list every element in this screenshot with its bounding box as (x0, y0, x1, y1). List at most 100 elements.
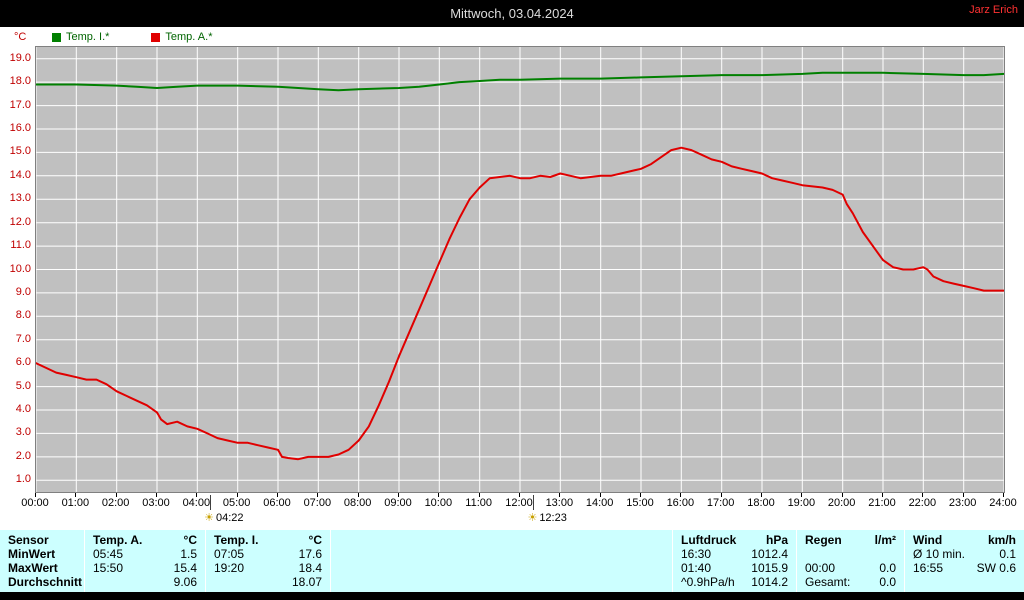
bottom-bar (0, 592, 1024, 600)
x-tick-label: 05:00 (222, 497, 251, 509)
y-tick-label: 15.0 (9, 145, 31, 158)
stat-value: 0.1 (999, 547, 1016, 561)
chart-legend: Temp. I.* Temp. A.* (52, 31, 212, 43)
y-tick-label: 2.0 (15, 449, 31, 462)
stat-value: 0.0 (879, 561, 896, 575)
stat-time: ^0.9hPa/h (681, 575, 735, 589)
stats-header: Sensor (8, 533, 49, 547)
x-tick-label: 18:00 (747, 497, 775, 509)
x-tick-label: 03:00 (142, 497, 170, 509)
stats-col-temp-a: Temp. A. °C 05:45 1.5 15:50 15.4 9.06 (84, 530, 205, 592)
stats-col-luftdruck: Luftdruck hPa 16:30 1012.4 01:40 1015.9 ^0… (672, 530, 796, 592)
x-tick-label: 07:00 (303, 497, 332, 509)
x-tick-mark (720, 493, 722, 497)
stats-row-label: Durchschnitt (8, 575, 83, 589)
x-tick-mark (841, 493, 843, 497)
stat-time: 00:00 (805, 561, 836, 575)
x-tick-label: 01:00 (61, 497, 90, 509)
x-tick-label: 23:00 (948, 497, 977, 509)
y-tick-label: 10.0 (9, 262, 31, 275)
x-tick-mark (519, 493, 520, 497)
x-tick-label: 11:00 (465, 497, 493, 509)
x-tick-label: 04:00 (182, 497, 211, 509)
y-tick-label: 5.0 (15, 379, 31, 392)
y-tick-label: 14.0 (9, 168, 31, 181)
series-line (36, 71, 1004, 92)
x-tick-mark (801, 493, 803, 497)
x-tick-label: 22:00 (908, 497, 937, 509)
stat-value: 1.5 (180, 547, 197, 561)
stat-time: 05:45 (93, 547, 124, 561)
x-tick-mark (35, 493, 36, 497)
stat-value: 1015.9 (751, 561, 788, 575)
y-tick-label: 8.0 (15, 309, 31, 322)
legend-label-temp-a: Temp. A.* (165, 31, 213, 43)
stat-value: 18.07 (291, 575, 322, 589)
stats-unit: °C (183, 533, 197, 547)
stat-time: 19:20 (214, 561, 245, 575)
x-tick-mark (962, 493, 964, 497)
stat-value: 1014.2 (751, 575, 788, 589)
y-tick-label: 1.0 (15, 473, 31, 486)
temp-i-color-swatch (52, 32, 61, 42)
y-tick-label: 13.0 (9, 192, 31, 205)
x-tick-label: 08:00 (343, 497, 372, 509)
x-tick-mark (398, 493, 399, 497)
x-tick-mark (357, 493, 359, 497)
y-tick-label: 3.0 (15, 426, 31, 439)
stat-time: 16:55 (913, 561, 944, 575)
stats-header: Regen (805, 533, 842, 547)
series-line (36, 146, 1004, 461)
legend-item-temp-a: Temp. A.* (151, 31, 212, 43)
stats-col-temp-i: Temp. I. °C 07:05 17.6 19:20 18.4 18.07 (205, 530, 330, 592)
sun-time-marker-1: ☀ 04:22 (204, 495, 244, 524)
x-tick-label: 13:00 (545, 497, 574, 509)
stat-time: 01:40 (681, 561, 712, 575)
y-tick-label: 7.0 (15, 332, 31, 345)
stat-time: Gesamt: (805, 575, 851, 589)
x-tick-mark (559, 493, 561, 497)
x-tick-mark (882, 493, 883, 497)
y-axis-unit-label: °C (14, 31, 27, 43)
stats-row-label: MaxWert (8, 561, 58, 575)
stat-value: 1012.4 (751, 547, 788, 561)
y-tick-label: 19.0 (9, 51, 31, 64)
x-tick-mark (196, 493, 198, 497)
stat-value: 18.4 (298, 561, 322, 575)
x-tick-label: 12:00 (505, 497, 533, 509)
stat-value: 17.6 (298, 547, 322, 561)
x-tick-label: 17:00 (706, 497, 735, 509)
stat-time: Ø 10 min. (913, 547, 966, 561)
temperature-chart (36, 47, 1004, 492)
stats-unit: hPa (765, 533, 788, 547)
x-tick-mark (599, 493, 601, 497)
x-tick-mark (1003, 493, 1004, 497)
x-tick-mark (115, 493, 117, 497)
x-tick-label: 16:00 (666, 497, 695, 509)
x-tick-label: 19:00 (787, 497, 816, 509)
y-tick-label: 11.0 (10, 239, 31, 252)
stats-col-regen: Regen l/m² 00:00 0.0 Gesamt: 0.0 (796, 530, 904, 592)
stats-header: Wind (913, 533, 943, 547)
stat-time: 07:05 (214, 547, 245, 561)
y-tick-label: 6.0 (15, 356, 31, 369)
sun-marker-time: 12:23 (539, 511, 567, 524)
stat-value: 0.0 (879, 575, 896, 589)
sun-icon: ☀ (527, 512, 538, 524)
x-tick-mark (75, 493, 77, 497)
stats-row-label: MinWert (8, 547, 56, 561)
stats-unit: l/m² (874, 533, 896, 547)
stat-time: 16:30 (681, 547, 712, 561)
x-tick-label: 21:00 (868, 497, 896, 509)
stats-header: Temp. I. (214, 533, 259, 547)
temp-a-color-swatch (151, 32, 161, 42)
title-bar: Mittwoch, 03.04.2024 Jarz Erich (0, 0, 1024, 27)
stat-time: 15:50 (93, 561, 124, 575)
x-tick-label: 15:00 (626, 497, 654, 509)
x-tick-mark (922, 493, 924, 497)
y-tick-label: 12.0 (9, 215, 31, 228)
x-tick-mark (236, 493, 238, 497)
y-tick-label: 18.0 (9, 75, 31, 88)
x-tick-mark (317, 493, 319, 497)
sun-marker-time: 04:22 (216, 511, 244, 524)
